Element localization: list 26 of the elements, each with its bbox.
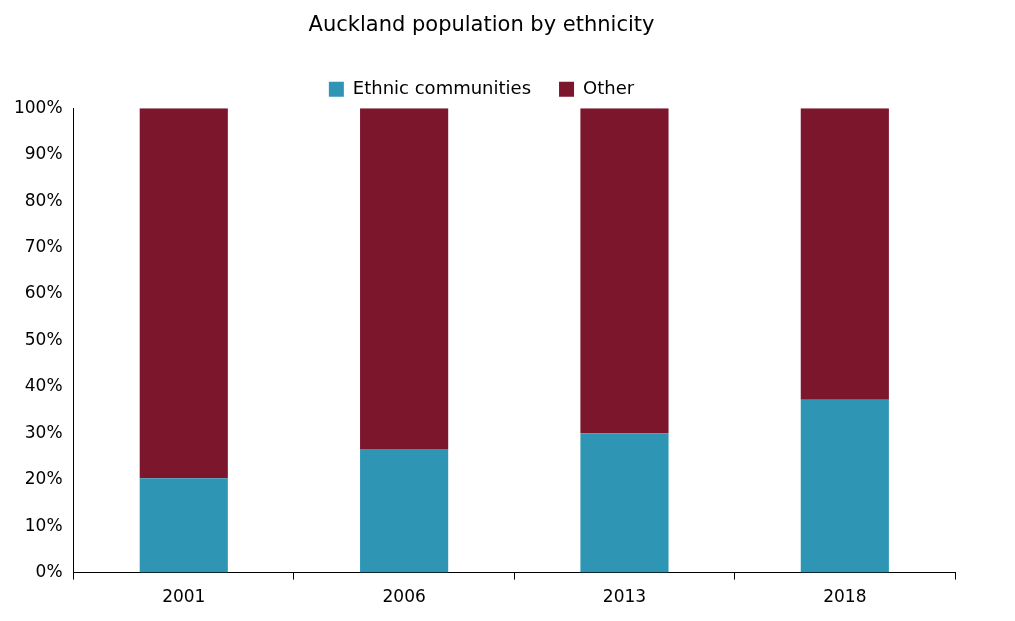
y-tick-label: 0% [35, 561, 63, 582]
y-tick-label: 70% [24, 235, 63, 256]
x-tick-label: 2006 [382, 586, 426, 607]
x-tick-label: 2013 [602, 586, 647, 607]
y-tick-label: 30% [24, 421, 63, 442]
y-tick-label: 10% [24, 514, 63, 535]
y-tick-label: 60% [24, 282, 63, 303]
bar [139, 478, 228, 573]
bar [139, 108, 228, 479]
legend-label: Ethnic communities [352, 76, 532, 98]
legend-label: Other [583, 76, 635, 98]
bar [800, 108, 889, 400]
y-tick-label: 90% [24, 143, 63, 164]
x-tick-label: 2001 [162, 586, 206, 607]
y-tick-label: 40% [24, 375, 63, 396]
x-tick-label: 2018 [823, 586, 867, 607]
y-tick-label: 50% [24, 328, 63, 349]
bar [580, 433, 669, 573]
bar [360, 108, 449, 450]
chart-title: Auckland population by ethnicity [308, 12, 655, 37]
bar [360, 449, 449, 573]
bar [580, 108, 669, 434]
bar [800, 399, 889, 573]
y-tick-label: 80% [24, 189, 63, 210]
y-tick-label: 20% [24, 468, 63, 489]
y-tick-label: 100% [13, 96, 63, 117]
